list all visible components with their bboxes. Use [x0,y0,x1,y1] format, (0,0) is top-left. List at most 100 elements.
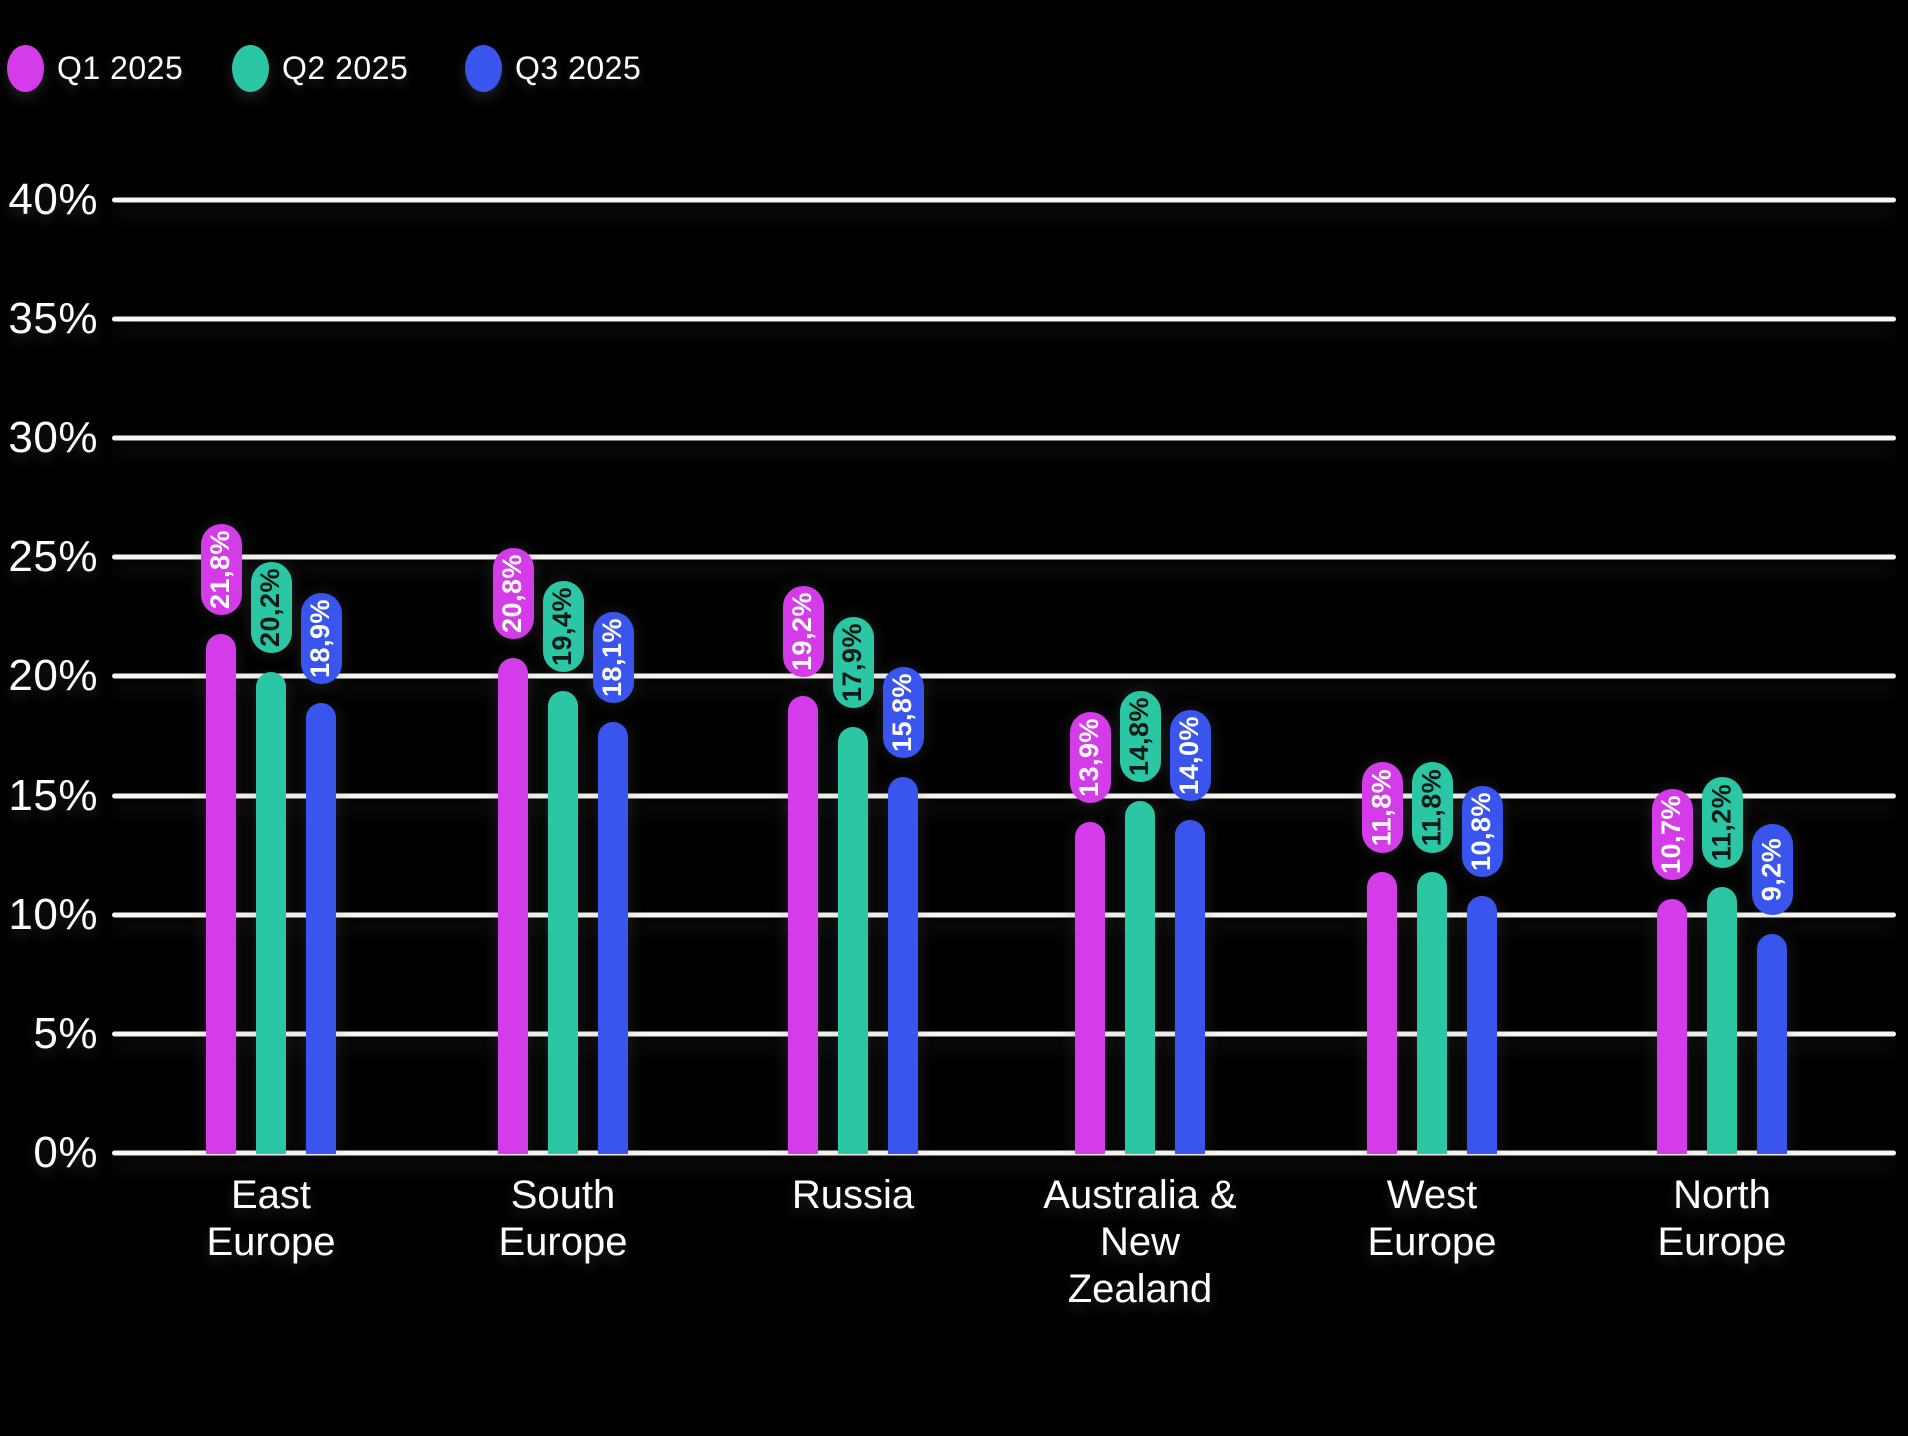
bar [498,657,528,1154]
value-pill: 14,0% [1169,709,1211,801]
value-pill: 11,2% [1701,776,1743,868]
value-pill: 21,8% [200,523,242,615]
gridline [112,1031,1896,1037]
category-label-line: Europe [206,1220,336,1264]
value-pill-label: 20,8% [497,553,528,633]
value-pill-label: 14,8% [1124,696,1155,776]
value-pill: 20,8% [492,547,534,639]
value-pill: 10,7% [1651,788,1693,880]
category-label-line: Europe [498,1220,628,1264]
legend-label: Q2 2025 [282,49,409,86]
bar [1657,898,1687,1154]
category-label-line: East [230,1173,312,1217]
value-pill: 9,2% [1751,824,1793,916]
gridline [112,316,1896,322]
y-tick-label: 20% [8,651,98,701]
bar [1417,872,1447,1154]
value-pill: 14,8% [1119,690,1161,782]
gridline [112,793,1896,798]
category-label: North Europe [1542,1172,1902,1266]
value-pill-label: 11,2% [1706,783,1737,862]
bar [206,633,236,1154]
legend-label: Q3 2025 [515,49,642,86]
value-pill-label: 19,2% [787,591,818,671]
value-pill-label: 18,9% [305,599,336,679]
bar [256,672,286,1154]
value-pill-label: 21,8% [205,529,236,609]
gridline [112,1150,1896,1156]
category-label-line: Australia & [1043,1173,1237,1217]
value-pill-label: 13,9% [1074,718,1105,798]
value-pill-label: 9,2% [1756,838,1787,902]
value-pill: 19,4% [542,581,584,673]
gridline [112,554,1896,560]
value-pill: 10,8% [1461,786,1503,878]
value-pill-label: 11,8% [1366,769,1397,847]
gridline [112,435,1896,441]
value-pill: 18,9% [300,593,342,685]
gridline [112,912,1896,918]
y-tick-label: 35% [8,294,98,344]
bar [1707,886,1737,1154]
y-tick-label: 15% [8,770,98,820]
bar [1467,896,1497,1154]
category-label: West Europe [1252,1172,1612,1266]
y-tick-label: 30% [8,413,98,463]
legend-swatch [232,44,269,92]
bar [548,691,578,1154]
y-tick-label: 25% [8,532,98,582]
gridline [112,673,1896,679]
category-label: Russia [673,1172,1033,1219]
value-pill: 20,2% [250,562,292,654]
category-label: South Europe [383,1172,743,1266]
legend-item: Q2 2025 [232,44,408,92]
bar [1125,800,1155,1154]
legend-label: Q1 2025 [57,49,184,86]
category-label-line: Russia [791,1173,915,1217]
legend-swatch [465,44,502,92]
bar [598,722,628,1154]
y-tick-label: 0% [33,1127,98,1177]
value-pill: 13,9% [1069,712,1111,804]
value-pill-label: 20,2% [255,567,286,648]
value-pill-label: 11,8% [1416,769,1447,847]
y-tick-label: 40% [8,175,98,224]
value-pill-label: 14,0% [1174,715,1205,795]
value-pill: 15,8% [882,667,924,758]
category-label-line: Europe [1367,1220,1497,1264]
value-pill: 11,8% [1361,762,1403,854]
y-tick-label: 5% [33,1008,98,1058]
bar [1075,822,1105,1154]
category-label-line: New [1099,1220,1181,1264]
value-pill-label: 15,8% [887,672,918,753]
bar [788,695,818,1154]
category-label-line: Zealand [1067,1267,1213,1311]
bar [1757,934,1787,1154]
category-label: East Europe [91,1172,451,1266]
value-pill-label: 18,1% [597,618,628,698]
category-label: Australia & New Zealand [960,1172,1320,1313]
bar [306,703,336,1154]
bar [838,726,868,1154]
category-label-line: South [510,1173,616,1217]
bar [1175,819,1205,1154]
gridline [112,197,1896,203]
value-pill: 17,9% [832,616,874,708]
legend-swatch [7,44,44,92]
category-label-line: North [1673,1173,1771,1217]
value-pill-label: 10,7% [1656,794,1687,874]
legend-item: Q1 2025 [7,44,183,92]
value-pill-label: 10,8% [1466,792,1497,872]
value-pill: 18,1% [592,612,634,704]
bar [1367,872,1397,1154]
category-label-line: Europe [1657,1220,1787,1264]
legend-item: Q3 2025 [465,44,641,92]
value-pill-label: 19,4% [547,587,578,667]
value-pill: 11,8% [1411,762,1453,854]
value-pill-label: 17,9% [837,622,868,702]
value-pill: 19,2% [782,585,824,677]
category-label-line: West [1386,1173,1478,1217]
y-tick-label: 10% [8,889,98,939]
bar [888,777,918,1154]
